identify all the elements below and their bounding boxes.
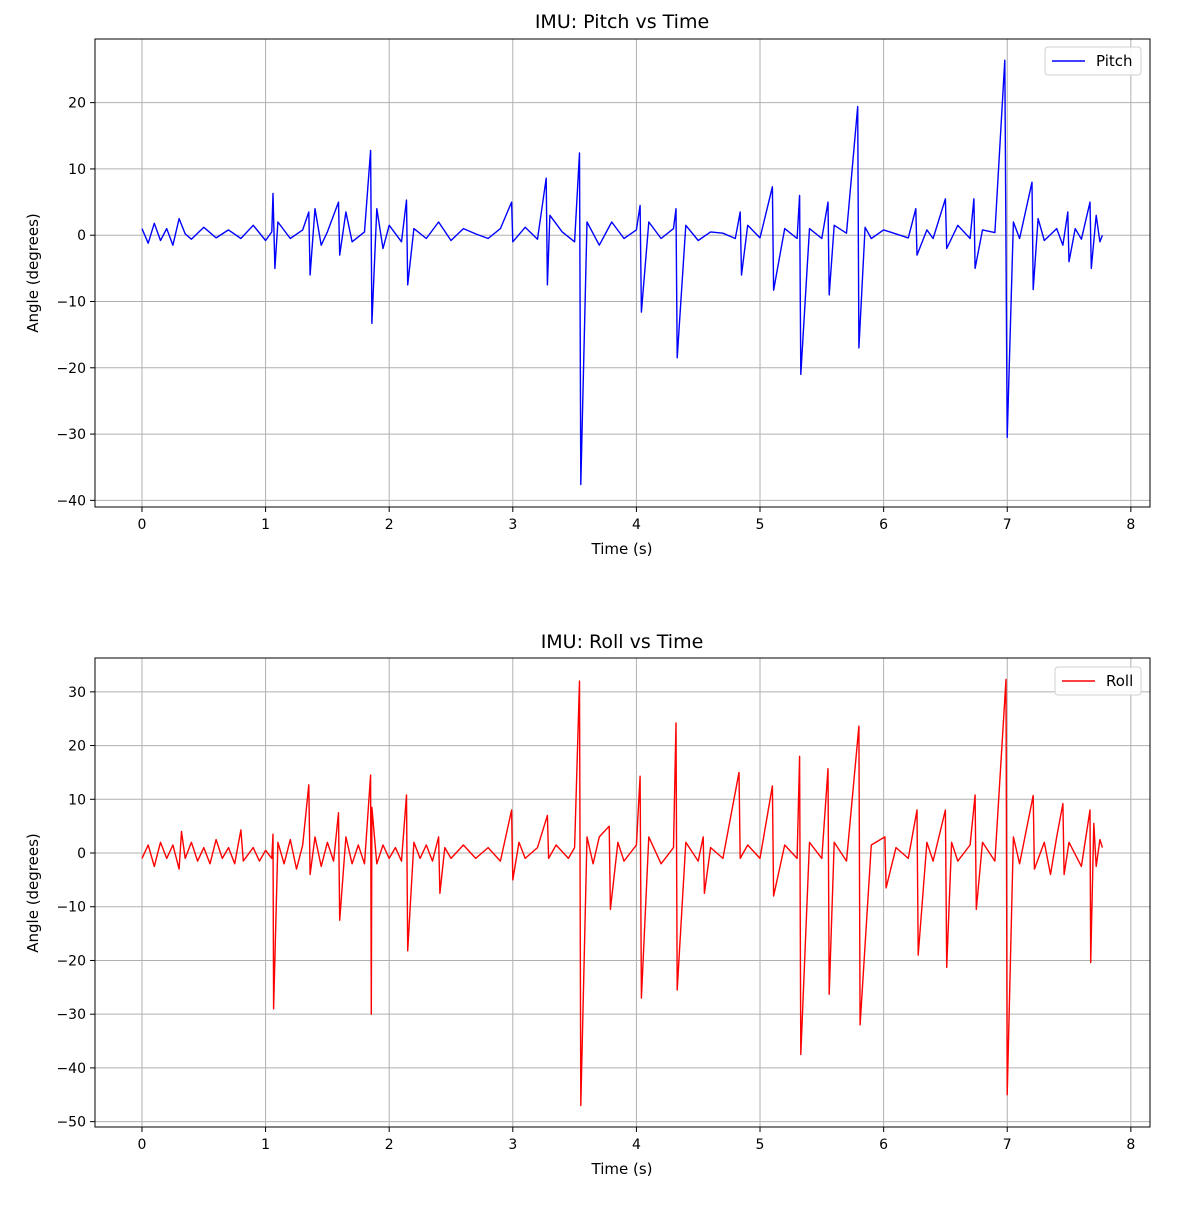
roll-legend bbox=[1054, 666, 1142, 696]
pitch-x-tick-label: 1 bbox=[261, 517, 270, 533]
roll-x-tick-label: 8 bbox=[1126, 1137, 1135, 1153]
roll-axes-frame bbox=[94, 657, 1151, 1128]
pitch-x-tick-label: 5 bbox=[756, 517, 765, 533]
pitch-chart: 0 1 2 3 4 5 6 7 8 −40 −30 −20 −10 0 10 20 IMU: Pitch vs… bbox=[24, 11, 1151, 558]
pitch-x-tick-label: 7 bbox=[1003, 517, 1012, 533]
roll-plot-area: 0 1 2 3 4 5 6 7 8 −50 −40 −30 −20 −10 0 10 20 30 bbox=[56, 657, 1151, 1153]
roll-chart: 0 1 2 3 4 5 6 7 8 −50 −40 −30 −20 −10 0 10 20 30 IMU: Rol… bbox=[24, 631, 1151, 1178]
roll-x-tick-label: 3 bbox=[508, 1137, 517, 1153]
pitch-y-tick-label: −10 bbox=[56, 295, 86, 311]
roll-y-tick-label: 10 bbox=[68, 792, 86, 808]
pitch-y-tick-label: −40 bbox=[56, 493, 86, 509]
pitch-legend-box bbox=[1044, 46, 1142, 76]
pitch-x-axis-label: Time (s) bbox=[591, 540, 653, 558]
roll-legend-label: Roll bbox=[1106, 672, 1133, 690]
roll-y-axis-label: Angle (degrees) bbox=[24, 833, 42, 953]
roll-y-tick-label: −30 bbox=[56, 1007, 86, 1023]
roll-series-line bbox=[141, 678, 1104, 1107]
roll-x-tick-label: 5 bbox=[756, 1137, 765, 1153]
roll-chart-title: IMU: Roll vs Time bbox=[541, 631, 704, 653]
roll-y-tick-label: 20 bbox=[68, 739, 86, 755]
roll-x-tick-label: 0 bbox=[138, 1137, 147, 1153]
pitch-y-tick-label: 10 bbox=[68, 162, 86, 178]
roll-x-tick-label: 7 bbox=[1003, 1137, 1012, 1153]
roll-y-tick-label: −20 bbox=[56, 953, 86, 969]
pitch-chart-title: IMU: Pitch vs Time bbox=[535, 11, 709, 33]
pitch-x-tick-label: 2 bbox=[385, 517, 394, 533]
roll-y-tick-label: 30 bbox=[68, 685, 86, 701]
pitch-series-line bbox=[141, 59, 1104, 486]
pitch-x-tick-label: 8 bbox=[1126, 517, 1135, 533]
roll-y-tick-label: −40 bbox=[56, 1061, 86, 1077]
pitch-x-tick-label: 4 bbox=[632, 517, 641, 533]
pitch-x-tick-label: 6 bbox=[879, 517, 888, 533]
pitch-legend bbox=[1044, 46, 1142, 76]
roll-x-axis-label: Time (s) bbox=[591, 1160, 653, 1178]
pitch-x-tick-label: 0 bbox=[138, 517, 147, 533]
roll-x-tick-label: 4 bbox=[632, 1137, 641, 1153]
pitch-y-axis-label: Angle (degrees) bbox=[24, 213, 42, 333]
roll-y-tick-label: −50 bbox=[56, 1115, 86, 1131]
roll-x-tick-label: 1 bbox=[261, 1137, 270, 1153]
roll-y-tick-label: 0 bbox=[77, 846, 86, 862]
pitch-y-tick-label: 0 bbox=[77, 228, 86, 244]
pitch-y-tick-label: −20 bbox=[56, 361, 86, 377]
roll-x-tick-label: 2 bbox=[385, 1137, 394, 1153]
pitch-legend-label: Pitch bbox=[1096, 52, 1133, 70]
pitch-x-tick-label: 3 bbox=[508, 517, 517, 533]
pitch-y-tick-label: −30 bbox=[56, 427, 86, 443]
roll-legend-box bbox=[1054, 666, 1142, 696]
pitch-plot-area: 0 1 2 3 4 5 6 7 8 −40 −30 −20 −10 0 10 20 bbox=[56, 38, 1151, 533]
pitch-y-tick-label: 20 bbox=[68, 96, 86, 112]
roll-x-tick-label: 6 bbox=[879, 1137, 888, 1153]
pitch-axes-frame bbox=[94, 38, 1151, 508]
roll-y-tick-label: −10 bbox=[56, 900, 86, 916]
